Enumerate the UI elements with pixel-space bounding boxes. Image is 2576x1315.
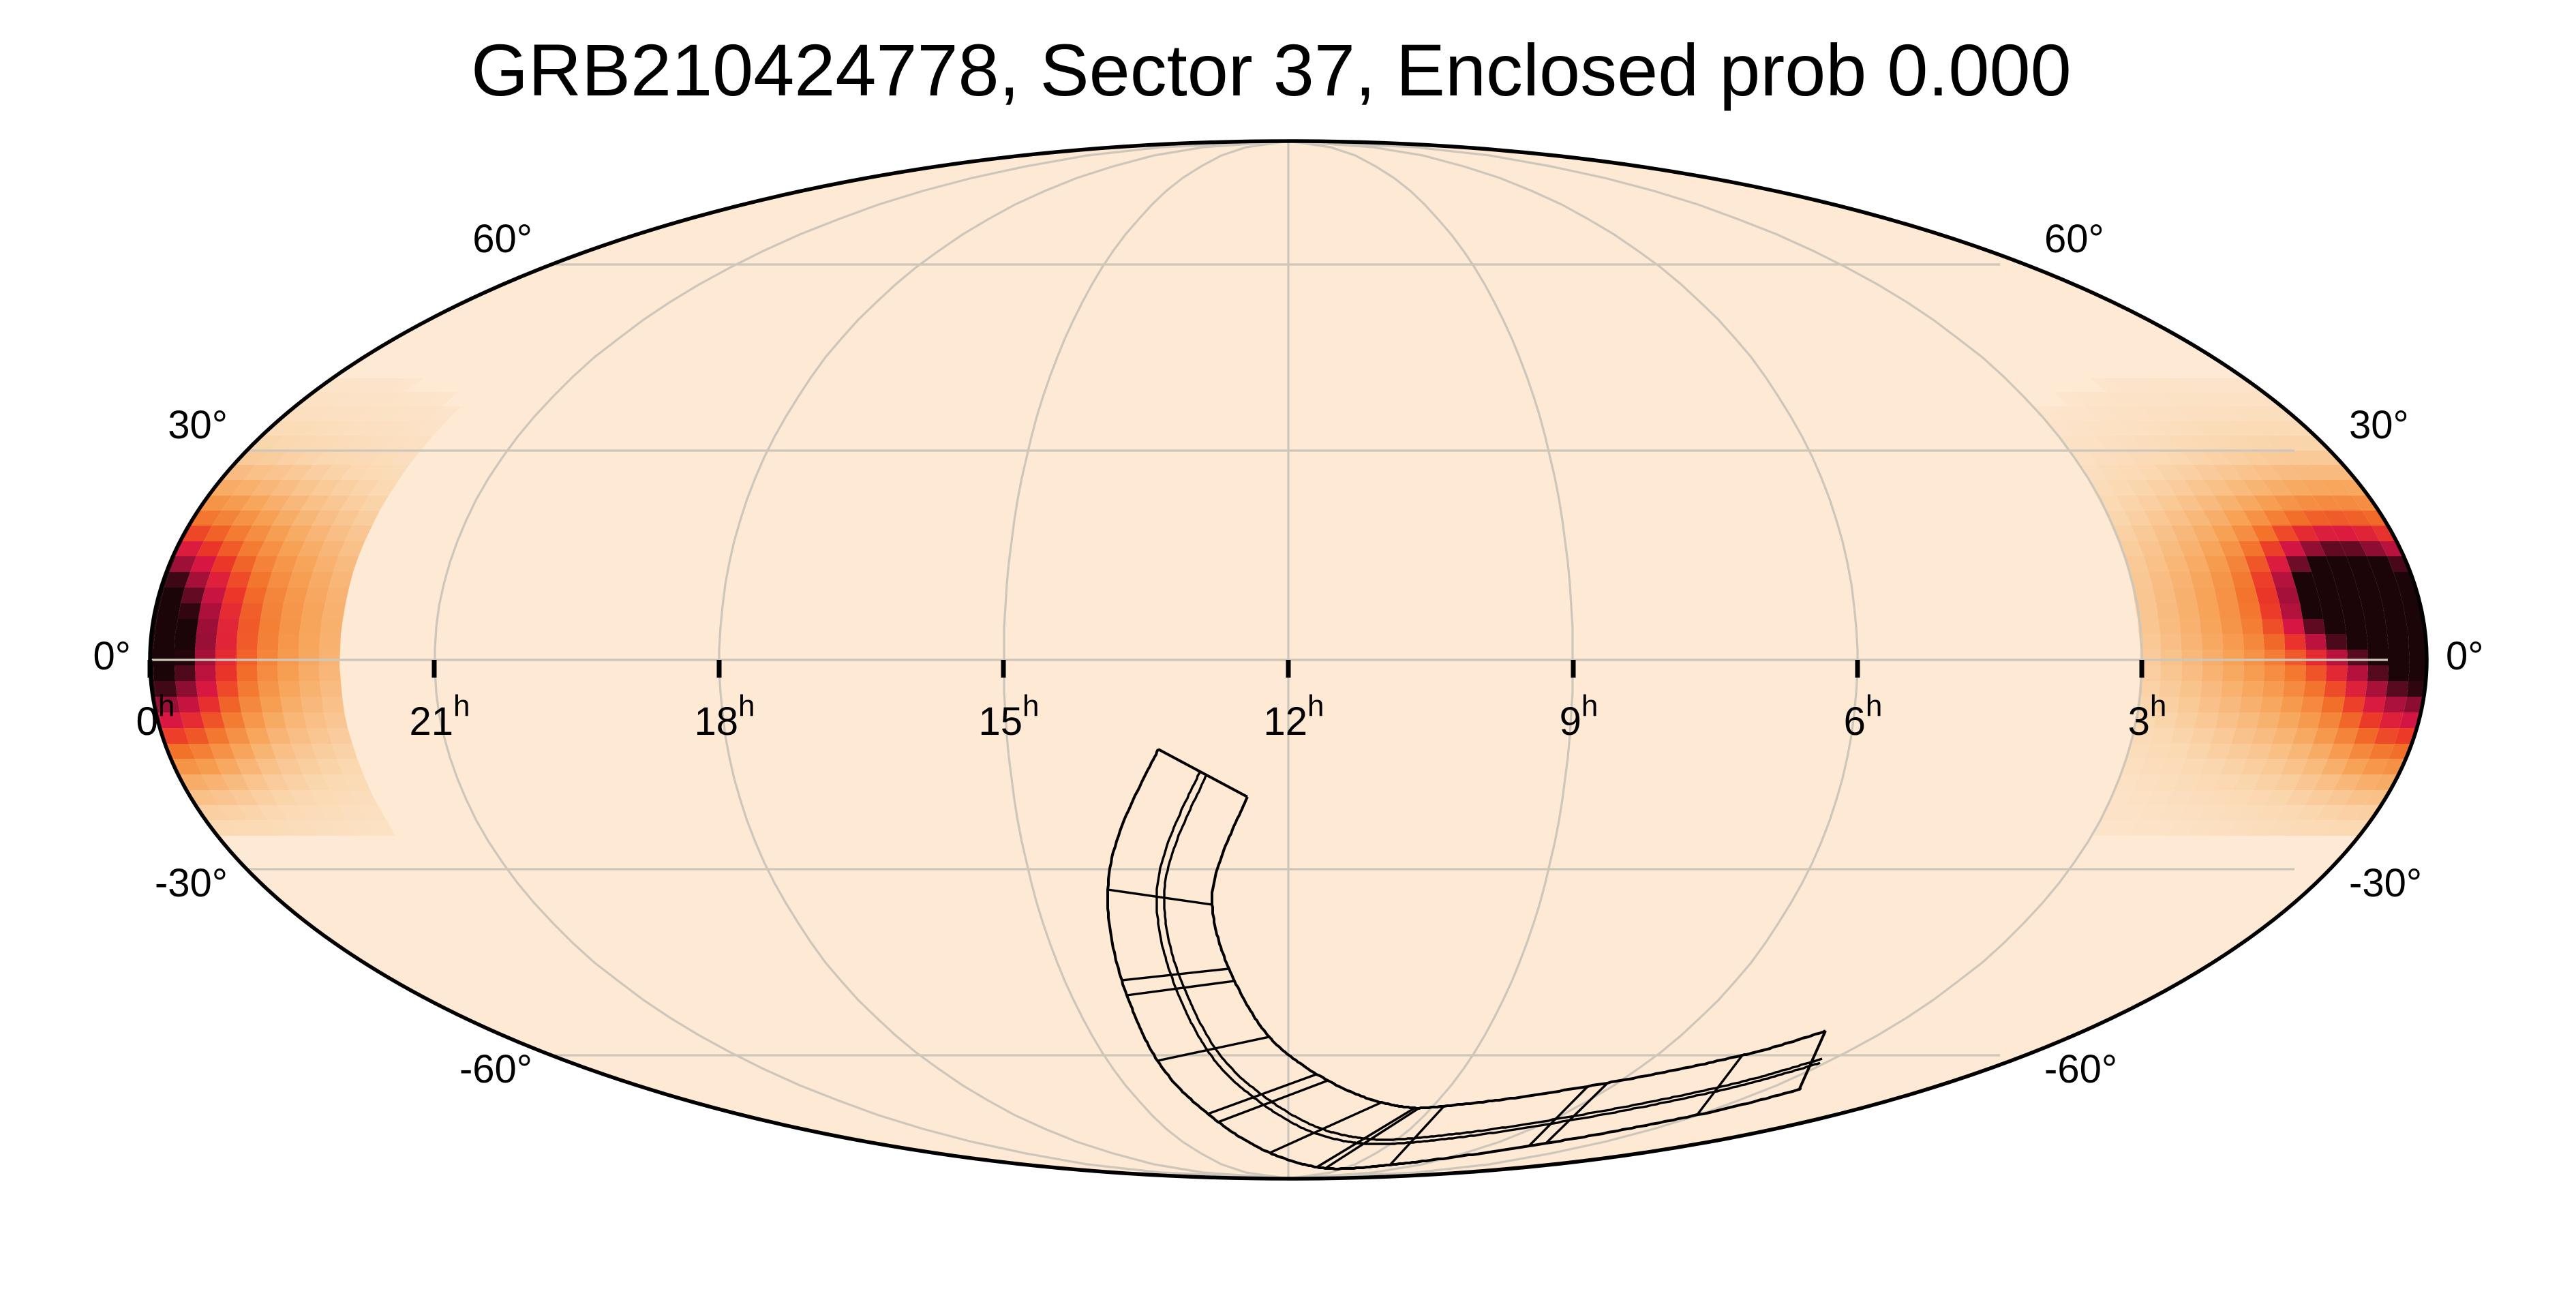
svg-text:0°: 0° xyxy=(93,634,131,678)
svg-text:-60°: -60° xyxy=(2044,1047,2117,1091)
svg-text:-30°: -30° xyxy=(155,861,228,905)
svg-text:0°: 0° xyxy=(2446,634,2483,678)
svg-text:-60°: -60° xyxy=(459,1047,532,1091)
svg-text:30°: 30° xyxy=(2349,403,2409,447)
svg-text:GRB210424778, Sector 37, Enclo: GRB210424778, Sector 37, Enclosed prob 0… xyxy=(471,29,2072,111)
svg-text:-30°: -30° xyxy=(2349,861,2422,905)
svg-text:60°: 60° xyxy=(472,217,532,261)
svg-text:30°: 30° xyxy=(168,403,228,447)
svg-text:60°: 60° xyxy=(2044,217,2104,261)
